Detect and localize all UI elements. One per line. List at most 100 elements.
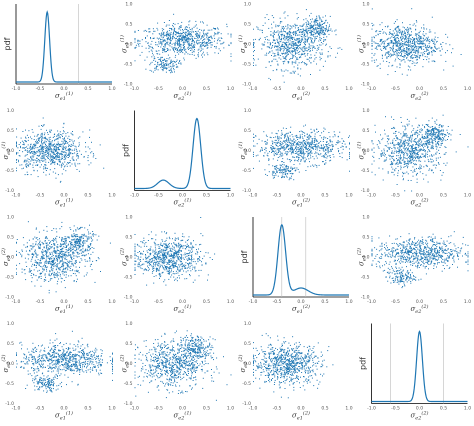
scatter-point: [320, 147, 321, 149]
scatter-point: [387, 26, 389, 28]
x-tick-label: 1.0: [464, 86, 471, 92]
scatter-point: [297, 156, 299, 158]
scatter-point: [316, 166, 318, 168]
scatter-point: [253, 39, 254, 41]
scatter-point: [297, 34, 299, 36]
scatter-point: [271, 149, 273, 151]
scatter-point: [429, 29, 431, 31]
scatter-point: [326, 144, 328, 146]
scatter-point: [180, 25, 182, 26]
scatter-point: [387, 146, 389, 148]
scatter-point: [57, 144, 59, 146]
scatter-point: [320, 42, 322, 43]
scatter-point: [157, 53, 159, 55]
scatter-point: [295, 43, 297, 45]
scatter-point: [290, 36, 292, 38]
scatter-point: [169, 45, 171, 47]
scatter-point: [298, 45, 300, 47]
y-tick-label: -1.0: [124, 82, 133, 88]
scatter-point: [396, 31, 398, 33]
scatter-point: [393, 174, 395, 176]
scatter-point: [338, 150, 340, 152]
scatter-point: [270, 145, 272, 147]
scatter-point: [52, 161, 53, 163]
scatter-point: [337, 47, 339, 49]
scatter-point: [443, 162, 445, 164]
scatter-point: [277, 157, 279, 158]
scatter-point: [196, 31, 198, 33]
scatter-point: [20, 137, 22, 139]
scatter-point: [151, 70, 153, 72]
scatter-point: [159, 63, 161, 65]
scatter-point: [23, 160, 25, 162]
scatter-point: [270, 148, 272, 150]
scatter-point: [190, 34, 192, 36]
x-axis-label: σe2(2): [410, 90, 428, 102]
scatter-point: [419, 35, 421, 37]
scatter-point: [407, 156, 409, 158]
scatter-point: [302, 54, 304, 55]
scatter-point: [30, 156, 32, 158]
scatter-point: [342, 140, 344, 142]
scatter-point: [402, 22, 403, 24]
scatter-point: [429, 138, 431, 140]
scatter-point: [269, 43, 271, 45]
scatter-point: [410, 34, 412, 36]
scatter-point: [209, 29, 211, 31]
scatter-point: [63, 138, 65, 140]
scatter-point: [271, 132, 273, 134]
scatter-point: [417, 129, 419, 131]
scatter-point: [402, 37, 404, 39]
scatter-point: [388, 154, 390, 156]
scatter-point: [330, 140, 332, 142]
scatter-point: [65, 133, 67, 135]
scatter-point: [433, 38, 435, 40]
scatter-point: [339, 131, 341, 133]
scatter-point: [66, 165, 68, 167]
scatter-point: [417, 172, 418, 174]
scatter-point: [296, 135, 298, 137]
scatter-point: [280, 147, 282, 149]
scatter-point: [183, 32, 184, 33]
scatter-point: [382, 168, 384, 170]
scatter-point: [323, 146, 325, 148]
scatter-point: [314, 140, 316, 142]
scatter-point: [317, 24, 319, 26]
scatter-point: [411, 135, 413, 137]
scatter-point: [51, 159, 52, 160]
scatter-point: [272, 171, 274, 173]
scatter-point: [166, 60, 168, 61]
scatter-point: [296, 44, 298, 46]
scatter-point: [404, 139, 406, 141]
scatter-point: [169, 38, 171, 40]
scatter-point: [435, 153, 437, 155]
scatter-point: [392, 155, 394, 157]
scatter-point: [297, 139, 299, 140]
scatter-point: [390, 40, 392, 42]
scatter-point: [305, 158, 307, 160]
scatter-point: [399, 28, 401, 30]
scatter-point: [315, 32, 317, 34]
scatter-point: [309, 152, 311, 154]
scatter-point: [195, 20, 197, 22]
scatter-point: [301, 133, 303, 135]
scatter-point: [410, 38, 411, 40]
scatter-point: [169, 41, 171, 43]
scatter-point: [409, 66, 411, 68]
scatter-point: [421, 144, 423, 146]
scatter-point: [151, 46, 153, 48]
scatter-point: [406, 150, 408, 152]
scatter-point: [405, 36, 407, 37]
scatter-point: [392, 141, 394, 143]
scatter-point: [175, 66, 177, 68]
scatter-point: [400, 162, 402, 164]
scatter-point: [308, 60, 310, 62]
scatter-point: [299, 149, 301, 151]
scatter-point: [178, 33, 180, 35]
scatter-point: [89, 129, 91, 131]
scatter-point: [39, 166, 41, 168]
scatter-point: [320, 24, 322, 26]
scatter-point: [52, 144, 54, 146]
scatter-point: [318, 30, 320, 32]
scatter-point: [30, 152, 32, 154]
